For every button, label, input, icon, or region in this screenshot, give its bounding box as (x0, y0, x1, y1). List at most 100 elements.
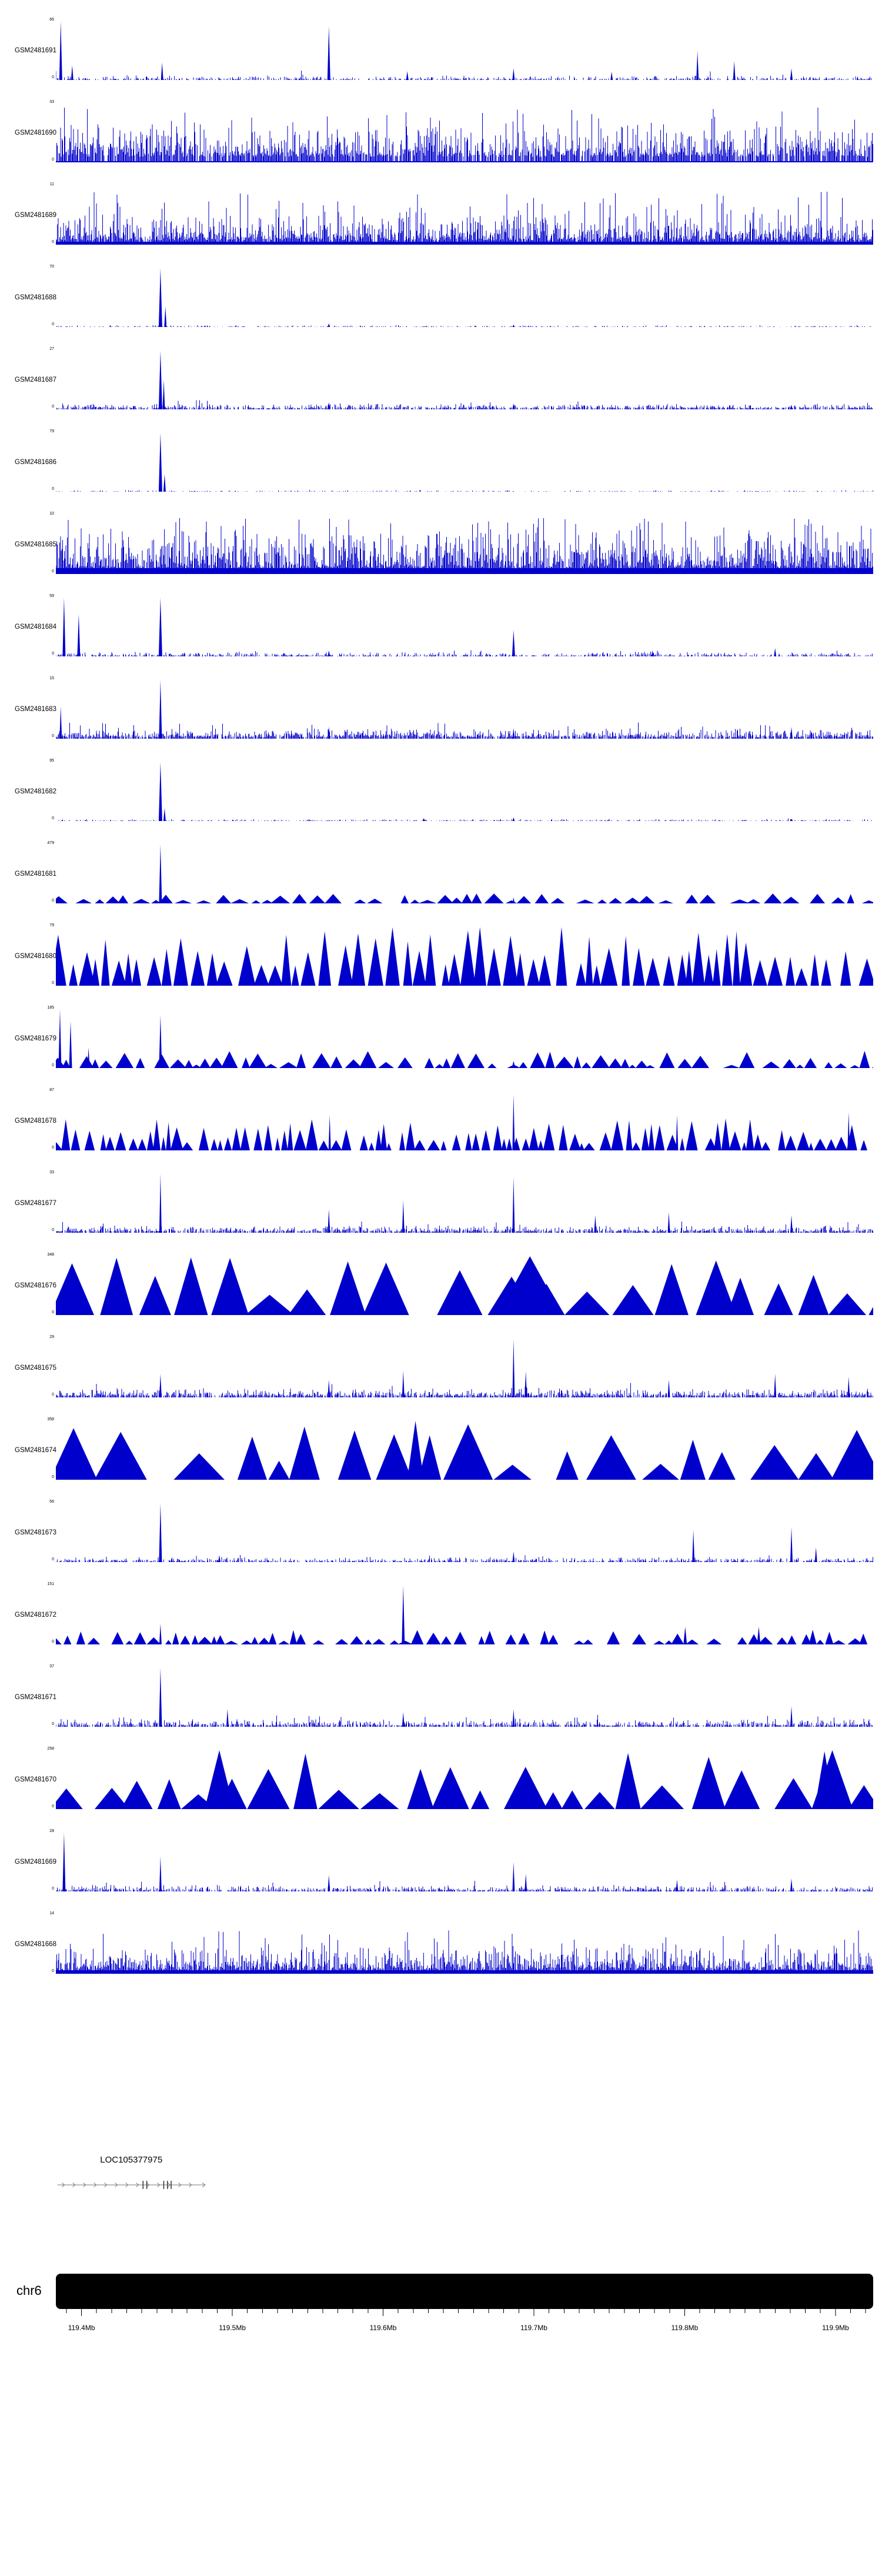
track-ymin-value: 0 (52, 652, 54, 656)
axis-tick-label: 119.9Mb (822, 2324, 849, 2332)
track-ymax-value: 15 (49, 676, 54, 680)
track-row: GSM2481676 348 0 (0, 1253, 882, 1335)
track-sample-label: GSM2481687 (15, 376, 56, 383)
track-ymin-value: 0 (52, 158, 54, 162)
track-ymax-value: 28 (49, 1829, 54, 1833)
track-signal-plot (56, 1503, 873, 1562)
track-row: GSM2481686 79 0 (0, 429, 882, 512)
track-sample-label: GSM2481688 (15, 294, 56, 301)
track-signal-plot (56, 1095, 867, 1150)
track-sample-label: GSM2481681 (15, 870, 56, 877)
chromosome-ideogram (56, 2274, 873, 2309)
track-ymax-value: 11 (49, 182, 54, 186)
track-row: GSM2481688 70 0 (0, 265, 882, 347)
track-ymin-value: 0 (52, 981, 54, 985)
track-signal-plot (56, 1586, 868, 1644)
track-signal-plot (56, 433, 873, 492)
track-ymax-value: 79 (49, 429, 54, 433)
track-signal-plot (56, 1750, 873, 1809)
track-row: GSM2481679 185 0 (0, 1006, 882, 1088)
track-row: GSM2481674 358 0 (0, 1417, 882, 1500)
track-ymin-value: 0 (52, 405, 54, 409)
track-ymin-value: 0 (52, 1310, 54, 1314)
track-ymax-value: 37 (49, 1664, 54, 1669)
chromosome-name: chr6 (16, 2283, 42, 2298)
track-signal-plot (56, 1174, 873, 1233)
track-sample-label: GSM2481680 (15, 953, 56, 960)
track-ymin-value: 0 (52, 322, 54, 326)
track-row: GSM2481668 14 0 (0, 1911, 882, 1994)
track-ymax-value: 348 (47, 1253, 54, 1257)
track-ymax-value: 10 (49, 512, 54, 516)
track-ymax-value: 79 (49, 923, 54, 927)
axis-tick-label: 119.4Mb (68, 2324, 95, 2332)
track-ymin-value: 0 (52, 1969, 54, 1973)
track-sample-label: GSM2481670 (15, 1776, 56, 1783)
track-ymin-value: 0 (52, 1393, 54, 1397)
track-signal-plot (56, 1009, 873, 1068)
track-row: GSM2481687 27 0 (0, 347, 882, 429)
track-row: GSM2481675 29 0 (0, 1335, 882, 1417)
track-signal-plot (56, 268, 872, 327)
track-row: GSM2481691 66 0 (0, 18, 882, 100)
track-row: GSM2481678 87 0 (0, 1088, 882, 1170)
gene-name-label: LOC105377975 (100, 2155, 163, 2165)
track-sample-label: GSM2481675 (15, 1364, 56, 1372)
track-ymax-value: 66 (49, 18, 54, 22)
track-signal-plot (58, 762, 872, 821)
track-ymin-value: 0 (52, 1804, 54, 1808)
track-signal-plot (56, 1930, 873, 1974)
track-ymin-value: 0 (52, 1146, 54, 1150)
track-ymin-value: 0 (52, 1557, 54, 1561)
track-ymin-value: 0 (52, 1063, 54, 1067)
track-sample-label: GSM2481668 (15, 1941, 56, 1948)
track-signal-plot (56, 598, 873, 656)
track-row: GSM2481669 28 0 (0, 1829, 882, 1911)
track-ymin-value: 0 (52, 816, 54, 820)
track-sample-label: GSM2481677 (15, 1200, 56, 1207)
axis-tick-label: 119.6Mb (370, 2324, 397, 2332)
track-row: GSM2481685 10 0 (0, 512, 882, 594)
track-ymin-value: 0 (52, 1228, 54, 1232)
track-sample-label: GSM2481676 (15, 1282, 56, 1289)
track-sample-label: GSM2481690 (15, 129, 56, 136)
track-ymax-value: 56 (49, 1500, 54, 1504)
track-sample-label: GSM2481686 (15, 459, 56, 466)
track-ymin-value: 0 (52, 487, 54, 491)
axis-tick-label: 119.8Mb (671, 2324, 698, 2332)
track-signal-plot (56, 518, 873, 574)
genome-axis: 119.4Mb 119.5Mb 119.6Mb 119.7Mb 119.8Mb 119.9… (56, 2274, 873, 2332)
track-ymax-value: 29 (49, 1335, 54, 1339)
track-signal-plot (56, 927, 873, 986)
track-row: GSM2481689 11 0 (0, 182, 882, 265)
track-sample-label: GSM2481678 (15, 1117, 56, 1125)
track-row: GSM2481671 37 0 (0, 1664, 882, 1747)
track-sample-label: GSM2481689 (15, 212, 56, 219)
track-sample-label: GSM2481674 (15, 1447, 56, 1454)
track-ymax-value: 258 (47, 1747, 54, 1751)
track-signal-plot (56, 1339, 873, 1397)
track-row: GSM2481681 479 0 (0, 841, 882, 923)
track-ymin-value: 0 (52, 75, 54, 79)
track-sample-label: GSM2481684 (15, 623, 56, 630)
track-ymin-value: 0 (52, 1887, 54, 1891)
track-signal-plot (56, 1668, 873, 1727)
track-ymin-value: 0 (52, 734, 54, 738)
track-sample-label: GSM2481683 (15, 706, 56, 713)
track-row: GSM2481672 151 0 (0, 1582, 882, 1664)
track-row: GSM2481684 59 0 (0, 594, 882, 676)
track-sample-label: GSM2481679 (15, 1035, 56, 1042)
track-signal-plot (56, 192, 873, 245)
track-ymax-value: 479 (47, 841, 54, 845)
track-ymax-value: 185 (47, 1006, 54, 1010)
track-ymin-value: 0 (52, 899, 54, 903)
track-ymax-value: 59 (49, 594, 54, 598)
track-ymax-value: 14 (49, 1911, 54, 1916)
track-sample-label: GSM2481685 (15, 541, 56, 548)
track-signal-plot (56, 21, 872, 80)
track-signal-plot (56, 351, 873, 409)
track-row: GSM2481690 33 0 (0, 100, 882, 182)
track-row: GSM2481677 33 0 (0, 1170, 882, 1253)
track-ymax-value: 33 (49, 100, 54, 104)
